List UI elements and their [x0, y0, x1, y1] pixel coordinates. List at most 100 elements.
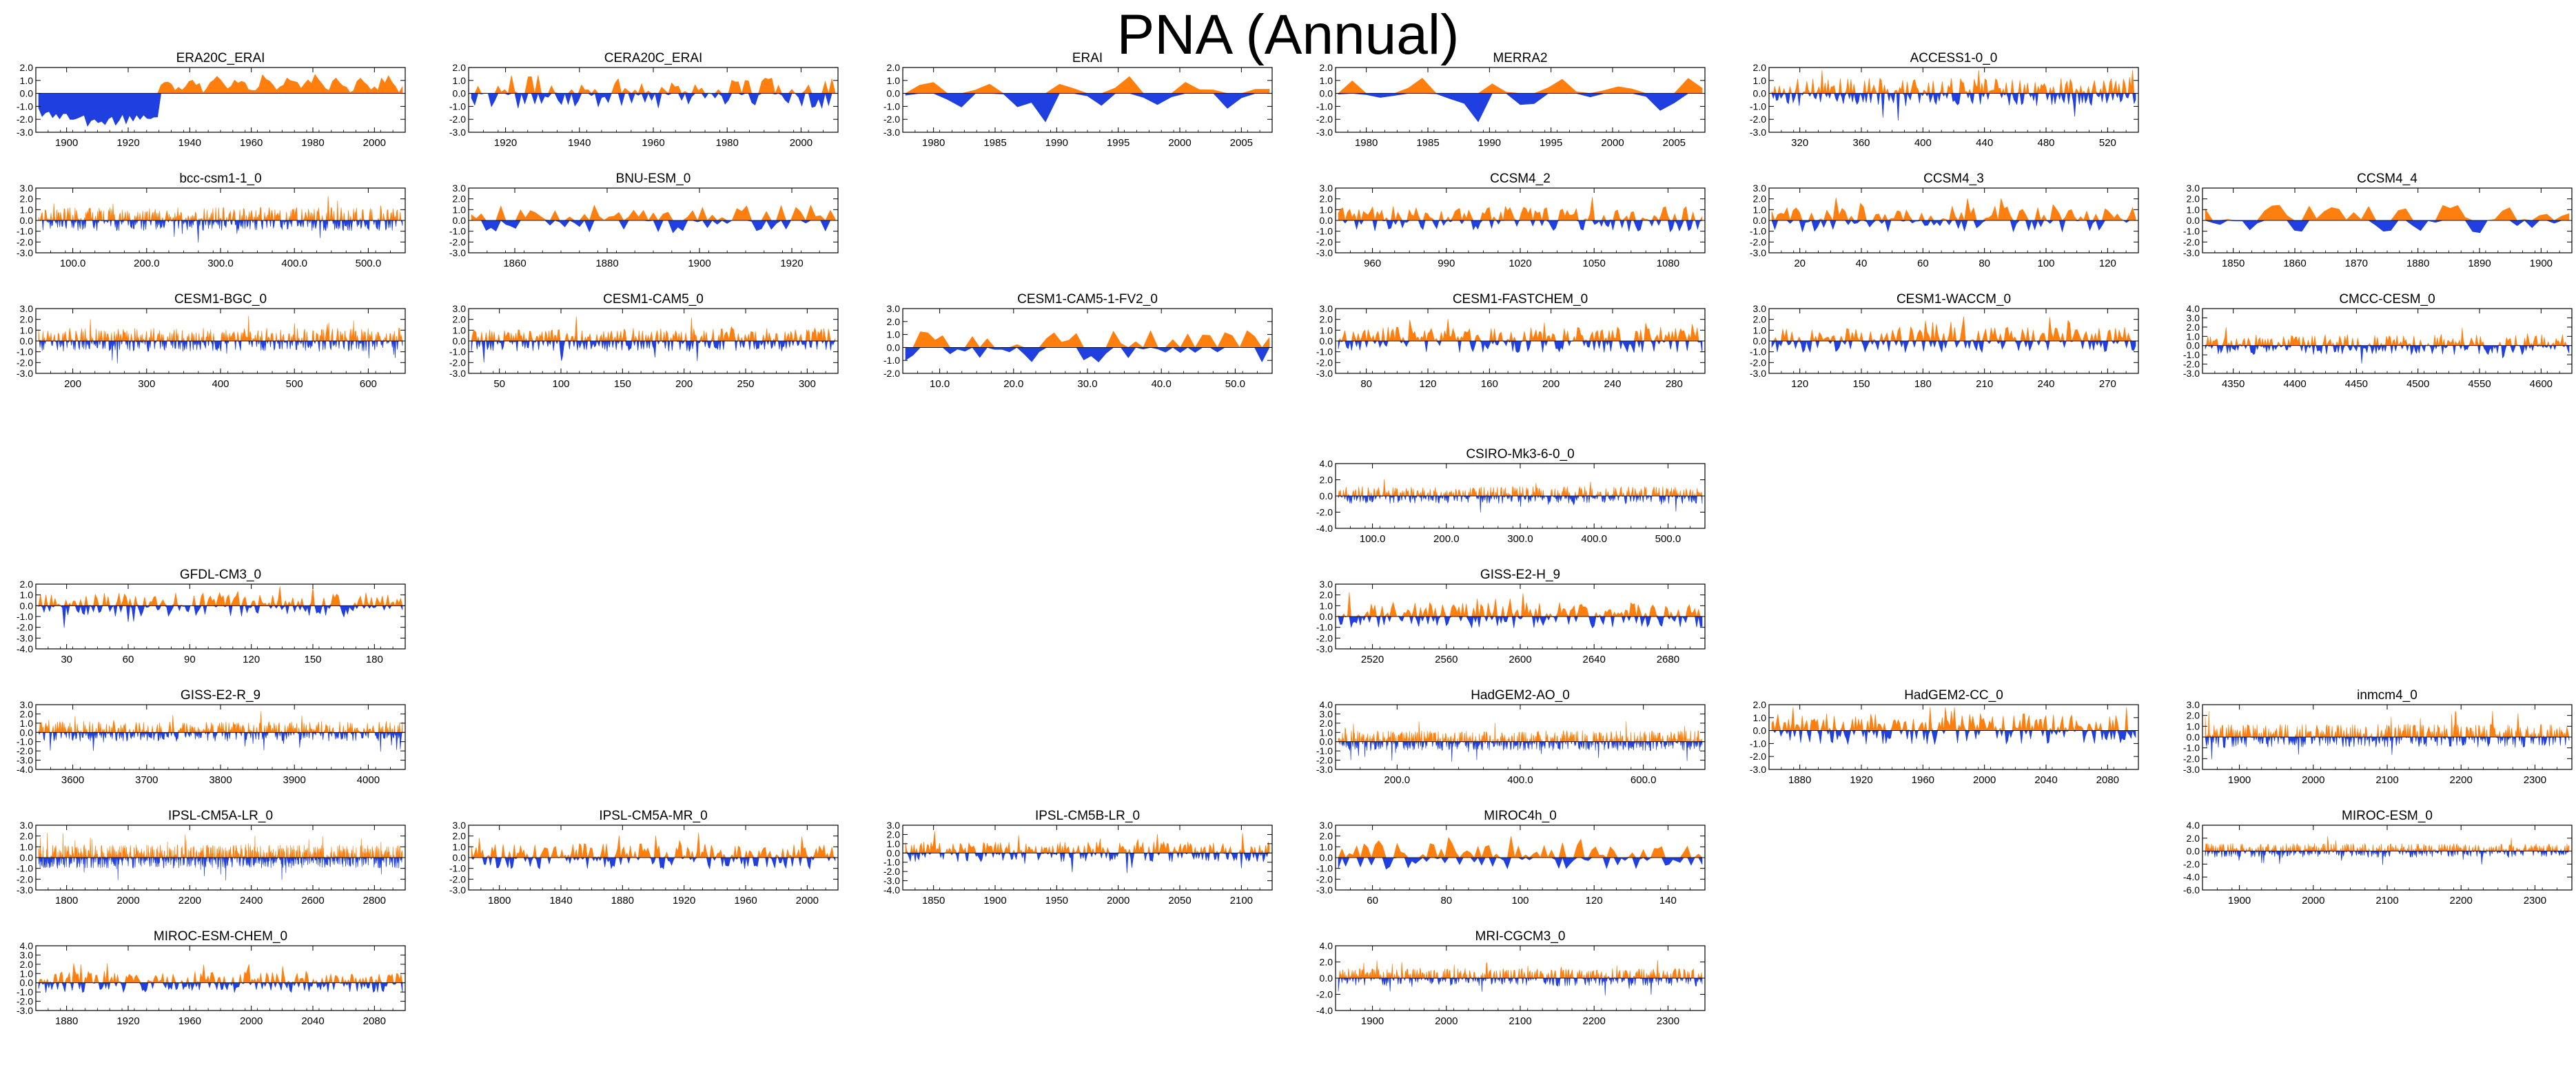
negative-series: [1772, 729, 2136, 745]
negative-series: [39, 340, 403, 364]
y-tick-label: 1.0: [1320, 324, 1333, 335]
y-tick-label: 2.0: [453, 831, 467, 842]
x-tick-label: 2000: [116, 895, 139, 907]
negative-series: [2205, 736, 2570, 760]
x-tick-label: 1980: [922, 137, 945, 149]
x-tick-label: 2100: [2375, 895, 2398, 907]
positive-series: [2205, 836, 2570, 852]
y-tick-label: 0.0: [1320, 88, 1333, 99]
x-tick-label: 1880: [595, 258, 618, 269]
positive-series: [1771, 70, 2136, 94]
y-tick-label: 0.0: [1320, 335, 1333, 346]
y-tick-label: -1.0: [17, 101, 33, 112]
panel-inmcm4_0: inmcm4_0 3.02.01.00.0-1.0-2.0-3.0 1900 2000…: [2183, 688, 2573, 786]
y-tick-label: 0.0: [453, 335, 467, 346]
y-tick-label: 3.0: [1753, 183, 1767, 194]
x-tick-label: 50: [493, 378, 505, 390]
x-tick-label: 1860: [503, 258, 526, 269]
x-tick-label: 1870: [2345, 258, 2368, 269]
x-tick-label: 1920: [780, 258, 803, 269]
x-tick-label: 300.0: [1507, 533, 1533, 545]
y-tick-label: -2.0: [17, 236, 33, 247]
y-tick-label: -3.0: [883, 127, 900, 138]
y-tick-label: 3.0: [1320, 708, 1333, 719]
panel-mri-cgcm3_0: MRI-CGCM3_0 4.0 2.0 0.0 -2.0 -4.0 1900 2000 2100…: [1316, 929, 1706, 1027]
y-tick-label: 0.0: [887, 88, 901, 99]
y-tick-label: 2.0: [1320, 957, 1333, 968]
negative-series: [471, 856, 836, 870]
y-tick-label: -1.0: [883, 101, 900, 112]
panel-miroc-esm_0: MIROC-ESM_0 4.0 2.0 0.0-2.0 -4.0 -6.0 1900 2000…: [2183, 809, 2573, 907]
y-tick-label: 1.0: [1320, 75, 1333, 86]
negative-series: [39, 219, 403, 243]
y-tick-label: -3.0: [1316, 368, 1333, 379]
positive-series: [38, 963, 403, 984]
y-tick-label: -2.0: [2183, 858, 2200, 869]
x-tick-label: 120: [1586, 895, 1603, 907]
x-tick-label: 250: [737, 378, 754, 390]
y-tick-label: -1.0: [1750, 226, 1766, 237]
x-tick-label: 2040: [301, 1015, 324, 1027]
x-tick-label: 400.0: [1581, 533, 1607, 545]
panel-title: CESM1-CAM5_0: [603, 292, 704, 307]
positive-series: [471, 75, 836, 94]
x-tick-label: 1960: [1912, 774, 1934, 786]
panel-title: CESM1-CAM5-1-FV2_0: [1017, 292, 1158, 307]
y-tick-label: -3.0: [449, 247, 466, 258]
x-tick-label: 2560: [1435, 654, 1458, 665]
negative-series: [905, 93, 1269, 123]
y-tick-label: 1.0: [20, 841, 34, 852]
y-tick-label: -3.0: [1316, 884, 1333, 895]
x-tick-label: 1800: [55, 895, 78, 907]
negative-series: [2205, 344, 2570, 364]
y-tick-label: 4.0: [2187, 303, 2200, 314]
y-tick-label: 2.0: [1753, 699, 1767, 710]
negative-series: [906, 852, 1269, 873]
negative-series: [2205, 220, 2569, 234]
y-tick-label: -3.0: [449, 127, 466, 138]
panel-cesm1-cam5_0: CESM1-CAM5_0 3.02.01.00.0-1.0-2.0-3.0 50 10…: [449, 292, 839, 390]
x-tick-label: 60: [1367, 895, 1378, 907]
x-tick-label: 1950: [1045, 895, 1068, 907]
y-tick-label: -1.0: [2183, 226, 2200, 237]
y-tick-label: -2.0: [1316, 507, 1333, 518]
y-tick-label: 3.0: [20, 699, 34, 710]
y-tick-label: 2.0: [1753, 62, 1767, 73]
y-tick-label: 1.0: [887, 75, 901, 86]
panel-gfdl-cm3_0: GFDL-CM3_0 2.01.00.0-1.0-2.0-3.0-4.0 30 60 9…: [17, 568, 406, 665]
x-tick-label: 2080: [363, 1015, 386, 1027]
panel-title: GFDL-CM3_0: [180, 568, 261, 582]
x-tick-label: 2005: [1663, 137, 1686, 149]
x-tick-label: 1880: [2406, 258, 2429, 269]
positive-series: [1338, 479, 1703, 497]
x-tick-label: 2040: [2034, 774, 2057, 786]
panel-title: IPSL-CM5B-LR_0: [1035, 809, 1140, 823]
y-tick-label: -2.0: [449, 114, 466, 125]
panel-title: GISS-E2-R_9: [181, 688, 260, 703]
x-tick-label: 120: [1419, 378, 1436, 390]
y-tick-label: -1.0: [1316, 745, 1333, 756]
positive-series: [1338, 318, 1702, 342]
panel-title: CESM1-FASTCHEM_0: [1453, 292, 1588, 307]
y-tick-label: -3.0: [1750, 368, 1766, 379]
y-tick-label: -1.0: [883, 857, 900, 868]
y-tick-label: -3.0: [1750, 127, 1766, 138]
plot-frame: [35, 704, 406, 770]
y-tick-label: 2.0: [1320, 590, 1333, 601]
y-tick-label: -3.0: [17, 127, 33, 138]
x-tick-label: 1850: [2222, 258, 2245, 269]
panel-hadgem2-ao_0: HadGEM2-AO_0 4.03.02.01.00.0-1.0-2.0-3.0 2…: [1316, 688, 1706, 786]
x-tick-label: 1880: [55, 1015, 78, 1027]
x-tick-label: 1940: [568, 137, 591, 149]
panel-title: CCSM4_3: [1923, 172, 1984, 186]
y-tick-label: 1.0: [453, 841, 467, 852]
y-tick-label: -2.0: [17, 114, 33, 125]
x-tick-label: 960: [1364, 258, 1381, 269]
y-tick-label: 2.0: [20, 831, 34, 842]
x-tick-label: 400.0: [1507, 774, 1533, 786]
y-tick-label: -1.0: [449, 346, 466, 358]
positive-series: [906, 330, 1270, 349]
x-tick-label: 1900: [2228, 774, 2251, 786]
y-tick-label: -3.0: [17, 368, 33, 379]
